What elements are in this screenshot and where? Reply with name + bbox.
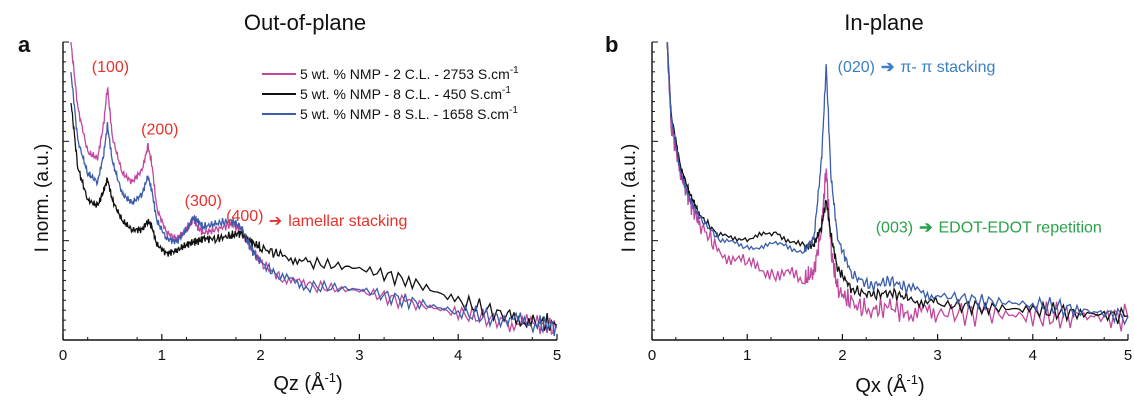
legend-entry-1: 5 wt. % NMP - 2 C.L. - 2753 S.cm-1 xyxy=(300,65,519,82)
annotation-4: (400) xyxy=(226,208,263,225)
x-tick-label: 3 xyxy=(355,347,363,364)
annotation-1: (100) xyxy=(92,59,129,76)
annotation-index: (400) xyxy=(226,208,263,225)
x-tick-label: 3 xyxy=(933,347,941,364)
panel-a-annotations: (100) (200) (300)(400) xyxy=(92,59,264,225)
annotation-label: EDOT-EDOT repetition xyxy=(938,220,1101,237)
lamellar-text: lamellar stacking xyxy=(288,213,407,230)
lamellar-note: ➔ lamellar stacking xyxy=(269,213,408,230)
panel-a-ylabel: I norm. (a.u.) xyxy=(32,144,53,253)
annotation-index: (300) xyxy=(185,193,222,210)
x-tick-label: 4 xyxy=(1029,347,1037,364)
panel-a-xlabel: Qz (Å-1) xyxy=(273,370,342,395)
x-tick-label: 2 xyxy=(838,347,846,364)
panel-a-series xyxy=(70,41,558,336)
panel-b-annotations: (020) ➔ π- π stacking (003) ➔ EDOT-EDOT repet… xyxy=(838,59,1102,237)
panel-a-title: Out-of-plane xyxy=(244,10,366,35)
x-tick-label: 5 xyxy=(553,347,561,364)
series-line-3 xyxy=(70,72,558,336)
x-tick-label: 0 xyxy=(648,347,656,364)
legend-entry-3: 5 wt. % NMP - 8 S.L. - 1658 S.cm-1 xyxy=(300,105,518,122)
panel-b-series xyxy=(666,41,1129,332)
x-tick-label: 2 xyxy=(256,347,264,364)
panel-a-letter: a xyxy=(18,32,31,57)
panel-b-x-ticks: 0 1 2 3 4 5 xyxy=(648,347,1132,364)
panel-b-letter: b xyxy=(605,32,618,57)
annotation-1: (020) ➔ π- π stacking xyxy=(838,59,996,76)
panel-b-title: In-plane xyxy=(844,10,924,35)
series-line-3 xyxy=(666,41,1129,326)
panel-a-x-ticks: 0 1 2 3 4 5 xyxy=(59,347,561,364)
panel-b-ylabel: I norm. (a.u.) xyxy=(619,144,640,253)
x-tick-label: 5 xyxy=(1124,347,1132,364)
panel-a-note: ➔ lamellar stacking xyxy=(269,213,408,230)
panel-a-legend: 5 wt. % NMP - 2 C.L. - 2753 S.cm-1 5 wt. … xyxy=(262,65,519,122)
annotation-index: (200) xyxy=(141,121,178,138)
annotation-index: (100) xyxy=(92,59,129,76)
x-tick-label: 1 xyxy=(158,347,166,364)
annotation-label: π- π stacking xyxy=(900,59,995,76)
annotation-index: (020) xyxy=(838,59,875,76)
series-line-1 xyxy=(666,42,1129,332)
panel-b: b In-plane I norm. (a.u.) 0 1 2 3 4 5 Qx (Å-1… xyxy=(605,10,1132,397)
x-tick-label: 1 xyxy=(743,347,751,364)
annotation-arrow-icon: ➔ xyxy=(881,59,895,76)
panel-b-plot xyxy=(651,41,1129,341)
annotation-3: (300) xyxy=(185,193,222,210)
series-line-2 xyxy=(70,102,558,332)
panel-a: a Out-of-plane I norm. (a.u.) 0 1 2 3 4 5 Qz … xyxy=(18,10,561,395)
legend-entry-2: 5 wt. % NMP - 8 C.L. - 450 S.cm-1 xyxy=(300,85,511,102)
annotation-2: (200) xyxy=(141,121,178,138)
series-line-2 xyxy=(666,42,1128,325)
annotation-index: (003) xyxy=(876,220,913,237)
annotation-arrow-icon: ➔ xyxy=(919,220,933,237)
x-tick-label: 4 xyxy=(454,347,462,364)
panel-a-plot xyxy=(62,41,558,341)
annotation-2: (003) ➔ EDOT-EDOT repetition xyxy=(876,220,1102,237)
lamellar-arrow: ➔ xyxy=(269,213,282,230)
panel-b-xlabel: Qx (Å-1) xyxy=(855,372,924,397)
x-tick-label: 0 xyxy=(59,347,67,364)
